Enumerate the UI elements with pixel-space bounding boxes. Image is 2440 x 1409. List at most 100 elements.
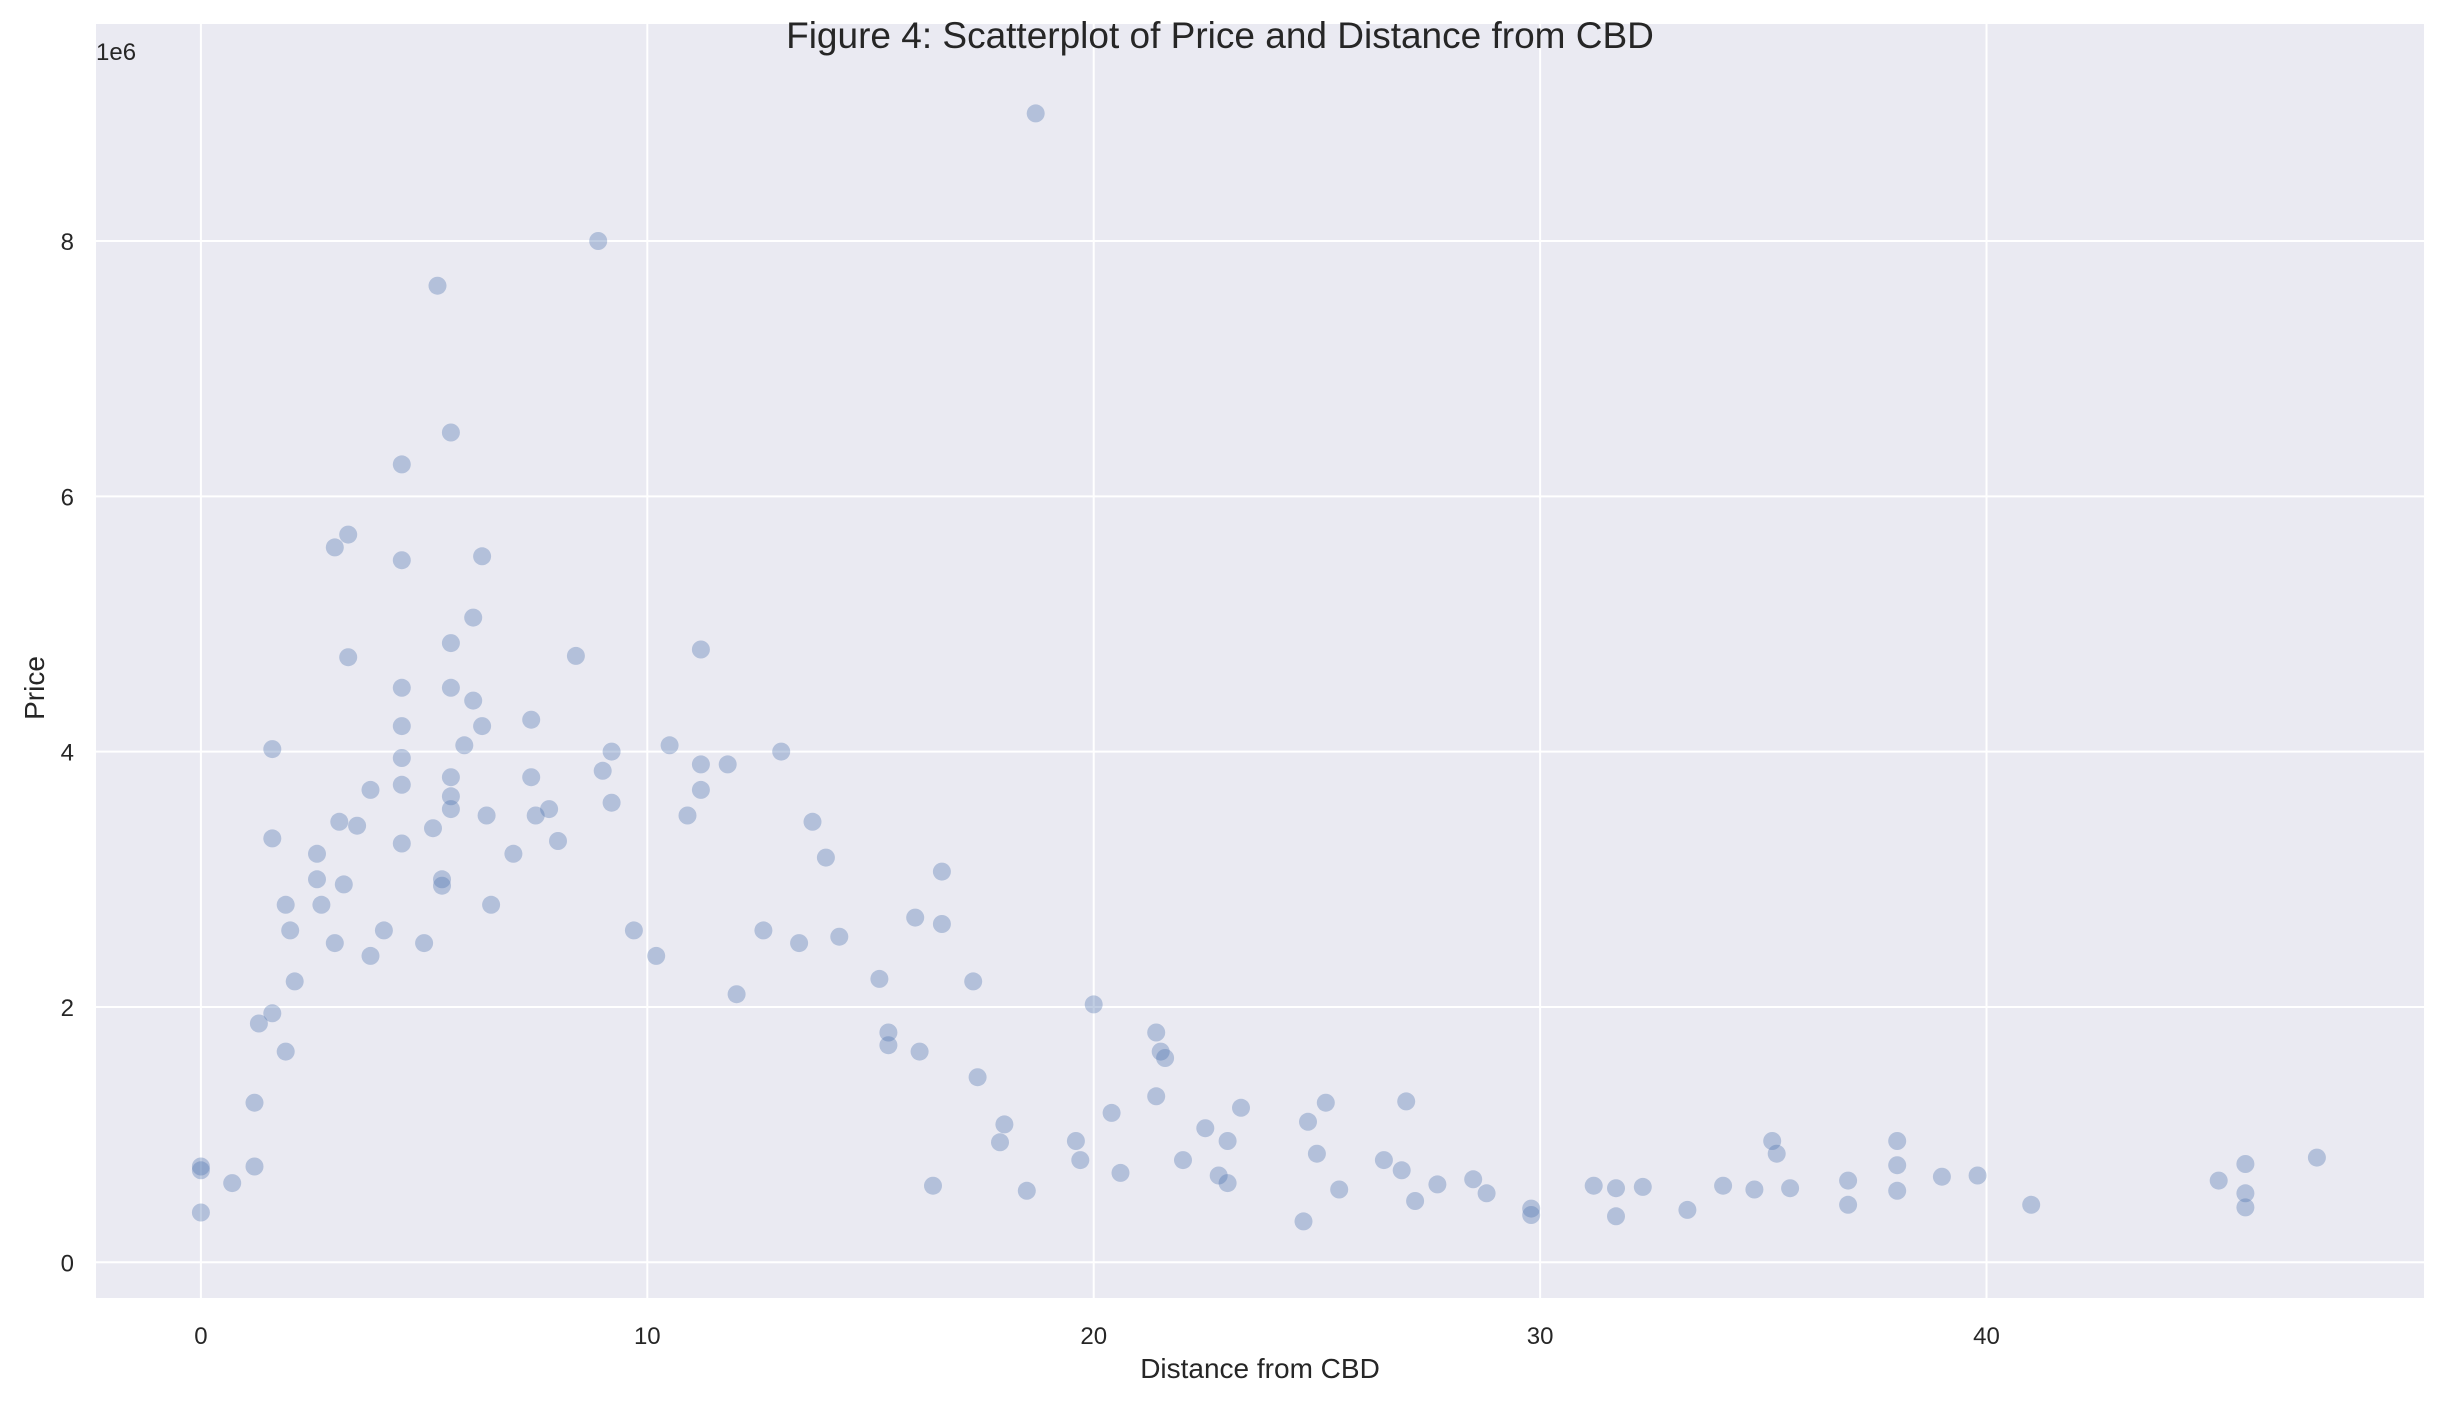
grid-lines <box>96 24 2424 1298</box>
data-point <box>392 455 411 474</box>
data-point <box>647 946 666 965</box>
data-point <box>1839 1171 1858 1190</box>
x-tick-label: 10 <box>634 1323 661 1350</box>
data-point <box>1102 1103 1121 1122</box>
data-point <box>968 1068 987 1087</box>
data-point <box>566 646 585 665</box>
data-point <box>879 1023 898 1042</box>
data-point <box>249 1014 268 1033</box>
data-point <box>1147 1087 1166 1106</box>
data-point <box>330 812 349 831</box>
data-point <box>339 525 358 544</box>
data-point <box>191 1157 210 1176</box>
data-point <box>361 780 380 799</box>
data-point <box>441 423 460 442</box>
data-point <box>1111 1163 1130 1182</box>
data-point <box>392 775 411 794</box>
data-point <box>1714 1176 1733 1195</box>
data-point <box>995 1115 1014 1134</box>
data-point <box>1968 1166 1987 1185</box>
data-point <box>392 717 411 736</box>
data-point <box>2022 1195 2041 1214</box>
data-point <box>325 538 344 557</box>
x-tick-label: 40 <box>1973 1323 2000 1350</box>
data-point <box>1932 1167 1951 1186</box>
data-point <box>691 780 710 799</box>
data-point <box>1174 1151 1192 1170</box>
data-point <box>830 927 849 946</box>
data-point <box>1232 1098 1250 1117</box>
data-point <box>392 678 411 697</box>
data-point <box>276 895 295 914</box>
data-point <box>1763 1132 1782 1150</box>
data-point <box>2307 1148 2326 1167</box>
data-point <box>1607 1207 1625 1226</box>
data-point <box>1464 1170 1483 1189</box>
data-point <box>464 608 483 627</box>
data-point <box>1839 1195 1858 1214</box>
data-point <box>2236 1155 2255 1173</box>
data-point <box>2236 1184 2255 1203</box>
data-point <box>433 876 451 895</box>
data-point <box>428 276 447 295</box>
x-tick-label: 0 <box>194 1323 207 1350</box>
data-point <box>348 816 367 835</box>
data-point <box>1678 1200 1697 1219</box>
data-point <box>816 848 835 867</box>
data-point <box>602 793 621 812</box>
data-point <box>441 768 460 787</box>
data-point <box>504 844 523 863</box>
data-point <box>1209 1166 1228 1185</box>
data-point <box>1066 1132 1085 1150</box>
data-point <box>464 691 483 710</box>
data-point <box>441 787 460 806</box>
data-point <box>772 742 791 761</box>
data-point <box>477 806 496 825</box>
data-point <box>361 946 380 965</box>
data-points <box>191 104 2326 1231</box>
data-point <box>455 736 474 755</box>
data-point <box>1888 1132 1907 1150</box>
y-tick-label: 4 <box>61 740 74 767</box>
x-axis-label: Distance from CBD <box>1140 1353 1380 1384</box>
y-tick-label: 2 <box>61 995 74 1022</box>
data-point <box>1781 1179 1800 1198</box>
data-point <box>1428 1175 1447 1194</box>
data-point <box>1888 1156 1907 1175</box>
data-point <box>1299 1112 1317 1131</box>
data-point <box>906 908 925 927</box>
data-point <box>1316 1093 1335 1112</box>
data-point <box>433 870 451 889</box>
data-point <box>2236 1198 2255 1217</box>
data-point <box>325 934 344 953</box>
data-point <box>392 834 411 853</box>
data-point <box>870 969 889 988</box>
data-point <box>441 800 460 819</box>
data-point <box>660 736 679 755</box>
data-point <box>754 921 773 940</box>
data-point <box>191 1203 210 1222</box>
data-point <box>308 870 326 889</box>
data-point <box>334 875 353 894</box>
data-point <box>624 921 643 940</box>
data-point <box>245 1157 264 1176</box>
y-tick-labels: 0 2 4 6 8 <box>61 229 74 1277</box>
data-point <box>1406 1192 1425 1210</box>
y-axis-label: Price <box>19 656 50 720</box>
data-point <box>1307 1144 1326 1163</box>
data-point <box>392 551 411 570</box>
data-point <box>1196 1119 1215 1138</box>
data-point <box>1218 1132 1237 1150</box>
data-point <box>276 1042 295 1061</box>
data-point <box>191 1161 210 1180</box>
x-tick-labels: 0 10 20 30 40 <box>194 1323 2000 1350</box>
data-point <box>1026 104 1045 123</box>
x-tick-label: 20 <box>1080 1323 1107 1350</box>
data-point <box>1522 1199 1541 1218</box>
data-point <box>245 1093 264 1112</box>
data-point <box>678 806 697 825</box>
data-point <box>549 832 567 850</box>
data-point <box>2209 1171 2228 1190</box>
data-point <box>691 755 710 774</box>
data-point <box>482 895 501 914</box>
